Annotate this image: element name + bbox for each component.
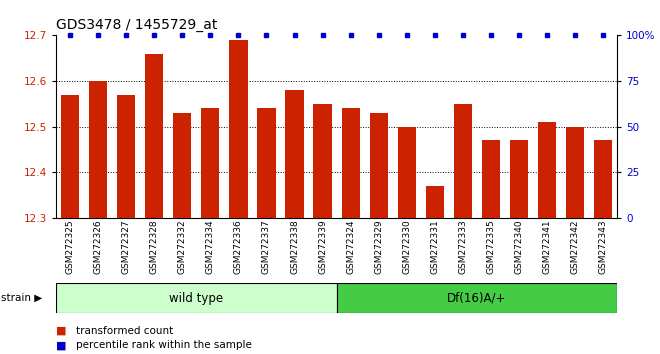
Text: ■: ■	[56, 340, 67, 350]
Bar	[566, 127, 584, 218]
Text: GSM272337: GSM272337	[262, 219, 271, 274]
Text: GSM272325: GSM272325	[65, 219, 75, 274]
Bar	[337, 283, 617, 313]
Text: GSM272335: GSM272335	[486, 219, 496, 274]
Bar	[397, 127, 416, 218]
Text: GSM272334: GSM272334	[206, 219, 215, 274]
Bar	[117, 95, 135, 218]
Bar	[314, 104, 332, 218]
Bar	[173, 113, 191, 218]
Text: wild type: wild type	[169, 292, 224, 305]
Text: GSM272327: GSM272327	[121, 219, 131, 274]
Text: GSM272341: GSM272341	[543, 219, 552, 274]
Bar	[285, 90, 304, 218]
Bar	[61, 95, 79, 218]
Text: GSM272324: GSM272324	[346, 219, 355, 274]
Bar	[201, 108, 220, 218]
Text: GSM272332: GSM272332	[178, 219, 187, 274]
Text: GSM272343: GSM272343	[599, 219, 608, 274]
Bar	[594, 140, 612, 218]
Text: GSM272338: GSM272338	[290, 219, 299, 274]
Text: GSM272336: GSM272336	[234, 219, 243, 274]
Bar	[538, 122, 556, 218]
Text: strain ▶: strain ▶	[1, 293, 42, 303]
Bar	[89, 81, 108, 218]
Text: GSM272333: GSM272333	[458, 219, 467, 274]
Text: GSM272330: GSM272330	[402, 219, 411, 274]
Text: ■: ■	[56, 326, 67, 336]
Bar	[370, 113, 388, 218]
Text: GSM272329: GSM272329	[374, 219, 383, 274]
Text: GDS3478 / 1455729_at: GDS3478 / 1455729_at	[56, 18, 218, 32]
Bar	[257, 108, 276, 218]
Text: Df(16)A/+: Df(16)A/+	[447, 292, 506, 305]
Bar	[56, 283, 337, 313]
Bar	[453, 104, 472, 218]
Text: GSM272339: GSM272339	[318, 219, 327, 274]
Bar	[229, 40, 248, 218]
Text: percentile rank within the sample: percentile rank within the sample	[76, 340, 251, 350]
Bar	[482, 140, 500, 218]
Bar	[145, 53, 164, 218]
Bar	[426, 186, 444, 218]
Text: GSM272340: GSM272340	[514, 219, 523, 274]
Text: GSM272331: GSM272331	[430, 219, 440, 274]
Text: GSM272328: GSM272328	[150, 219, 159, 274]
Bar	[510, 140, 528, 218]
Bar	[341, 108, 360, 218]
Text: transformed count: transformed count	[76, 326, 173, 336]
Text: GSM272326: GSM272326	[94, 219, 103, 274]
Text: GSM272342: GSM272342	[570, 219, 579, 274]
